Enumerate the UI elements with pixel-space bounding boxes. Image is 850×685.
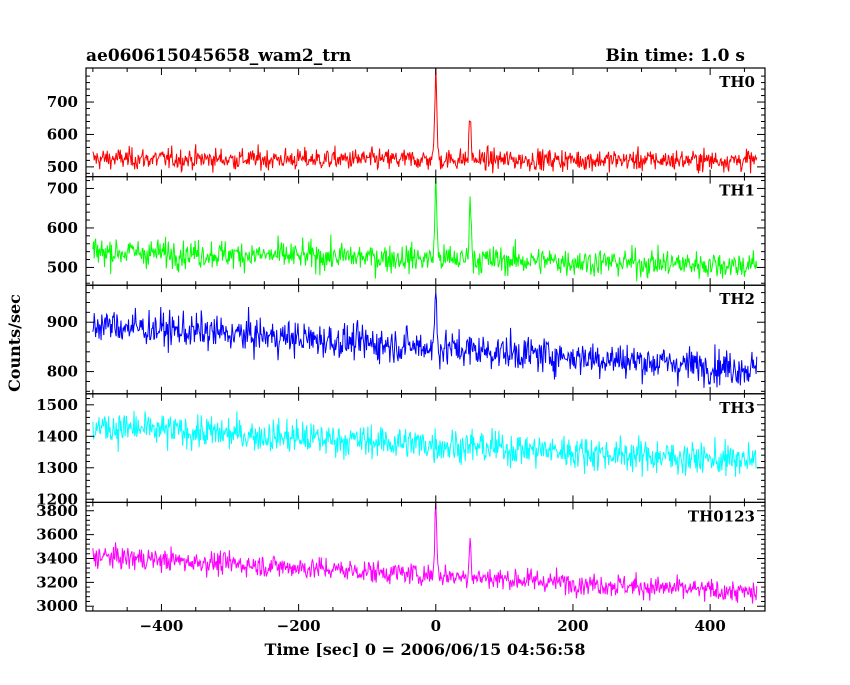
- y-tick-label: 1300: [36, 459, 78, 477]
- series-label-th0: TH0: [719, 73, 755, 91]
- panel-th3: 1200 1300 1400 1500 TH3: [36, 393, 766, 508]
- y-tick-label: 1200: [36, 490, 78, 508]
- bin-time-label: Bin time: 1.0 s: [606, 46, 745, 66]
- x-tick-label: −400: [139, 617, 183, 635]
- x-tick-label: −200: [277, 617, 321, 635]
- chart-source-title: ae060615045658_wam2_trn: [86, 46, 351, 66]
- panel-frame: [85, 284, 766, 395]
- y-tick-label: 3200: [36, 573, 78, 591]
- y-tick-label: 3800: [36, 502, 78, 520]
- y-tick-label: 1500: [36, 396, 78, 414]
- series-line-th1: [92, 176, 758, 282]
- panels: 500 600 700 TH0 500 600 700 TH1 800 900 TH2 1200 130…: [36, 67, 766, 615]
- series-label-th1: TH1: [719, 182, 755, 200]
- panel-th1: 500 600 700 TH1: [47, 176, 766, 286]
- y-tick-label: 1400: [36, 427, 78, 445]
- panel-frame: [85, 501, 766, 612]
- series-line-th3: [92, 410, 757, 477]
- series-label-th3: TH3: [719, 399, 755, 417]
- panel-th0: 500 600 700 TH0: [47, 67, 766, 178]
- series-label-th0123: TH0123: [688, 507, 755, 525]
- y-tick-label: 500: [47, 258, 78, 276]
- y-tick-label: 600: [47, 125, 78, 143]
- y-tick-label: 600: [47, 219, 78, 237]
- y-axis-label: Counts/sec: [5, 294, 24, 392]
- x-axis-ticks: −400 −200 0 200 400: [139, 617, 725, 635]
- panel-frame: [85, 176, 766, 286]
- y-tick-label: 700: [47, 179, 78, 197]
- series-line-th2: [92, 291, 758, 388]
- series-line-th0: [92, 68, 758, 174]
- y-tick-label: 500: [47, 158, 78, 176]
- x-tick-label: 400: [694, 617, 725, 635]
- y-tick-label: 700: [47, 93, 78, 111]
- y-tick-label: 800: [47, 363, 78, 381]
- y-tick-label: 3000: [36, 597, 78, 615]
- series-label-th2: TH2: [719, 290, 755, 308]
- x-axis-label: Time [sec] 0 = 2006/06/15 04:56:58: [265, 640, 586, 659]
- y-tick-label: 3400: [36, 549, 78, 567]
- x-tick-label: 0: [431, 617, 441, 635]
- panel-th2: 800 900 TH2: [47, 284, 766, 395]
- y-tick-label: 900: [47, 313, 78, 331]
- series-line-th0123: [92, 503, 758, 604]
- y-tick-label: 3600: [36, 526, 78, 544]
- x-tick-label: 200: [557, 617, 588, 635]
- panel-th0123: 3000 3200 3400 3600 3800 TH0123: [36, 501, 766, 615]
